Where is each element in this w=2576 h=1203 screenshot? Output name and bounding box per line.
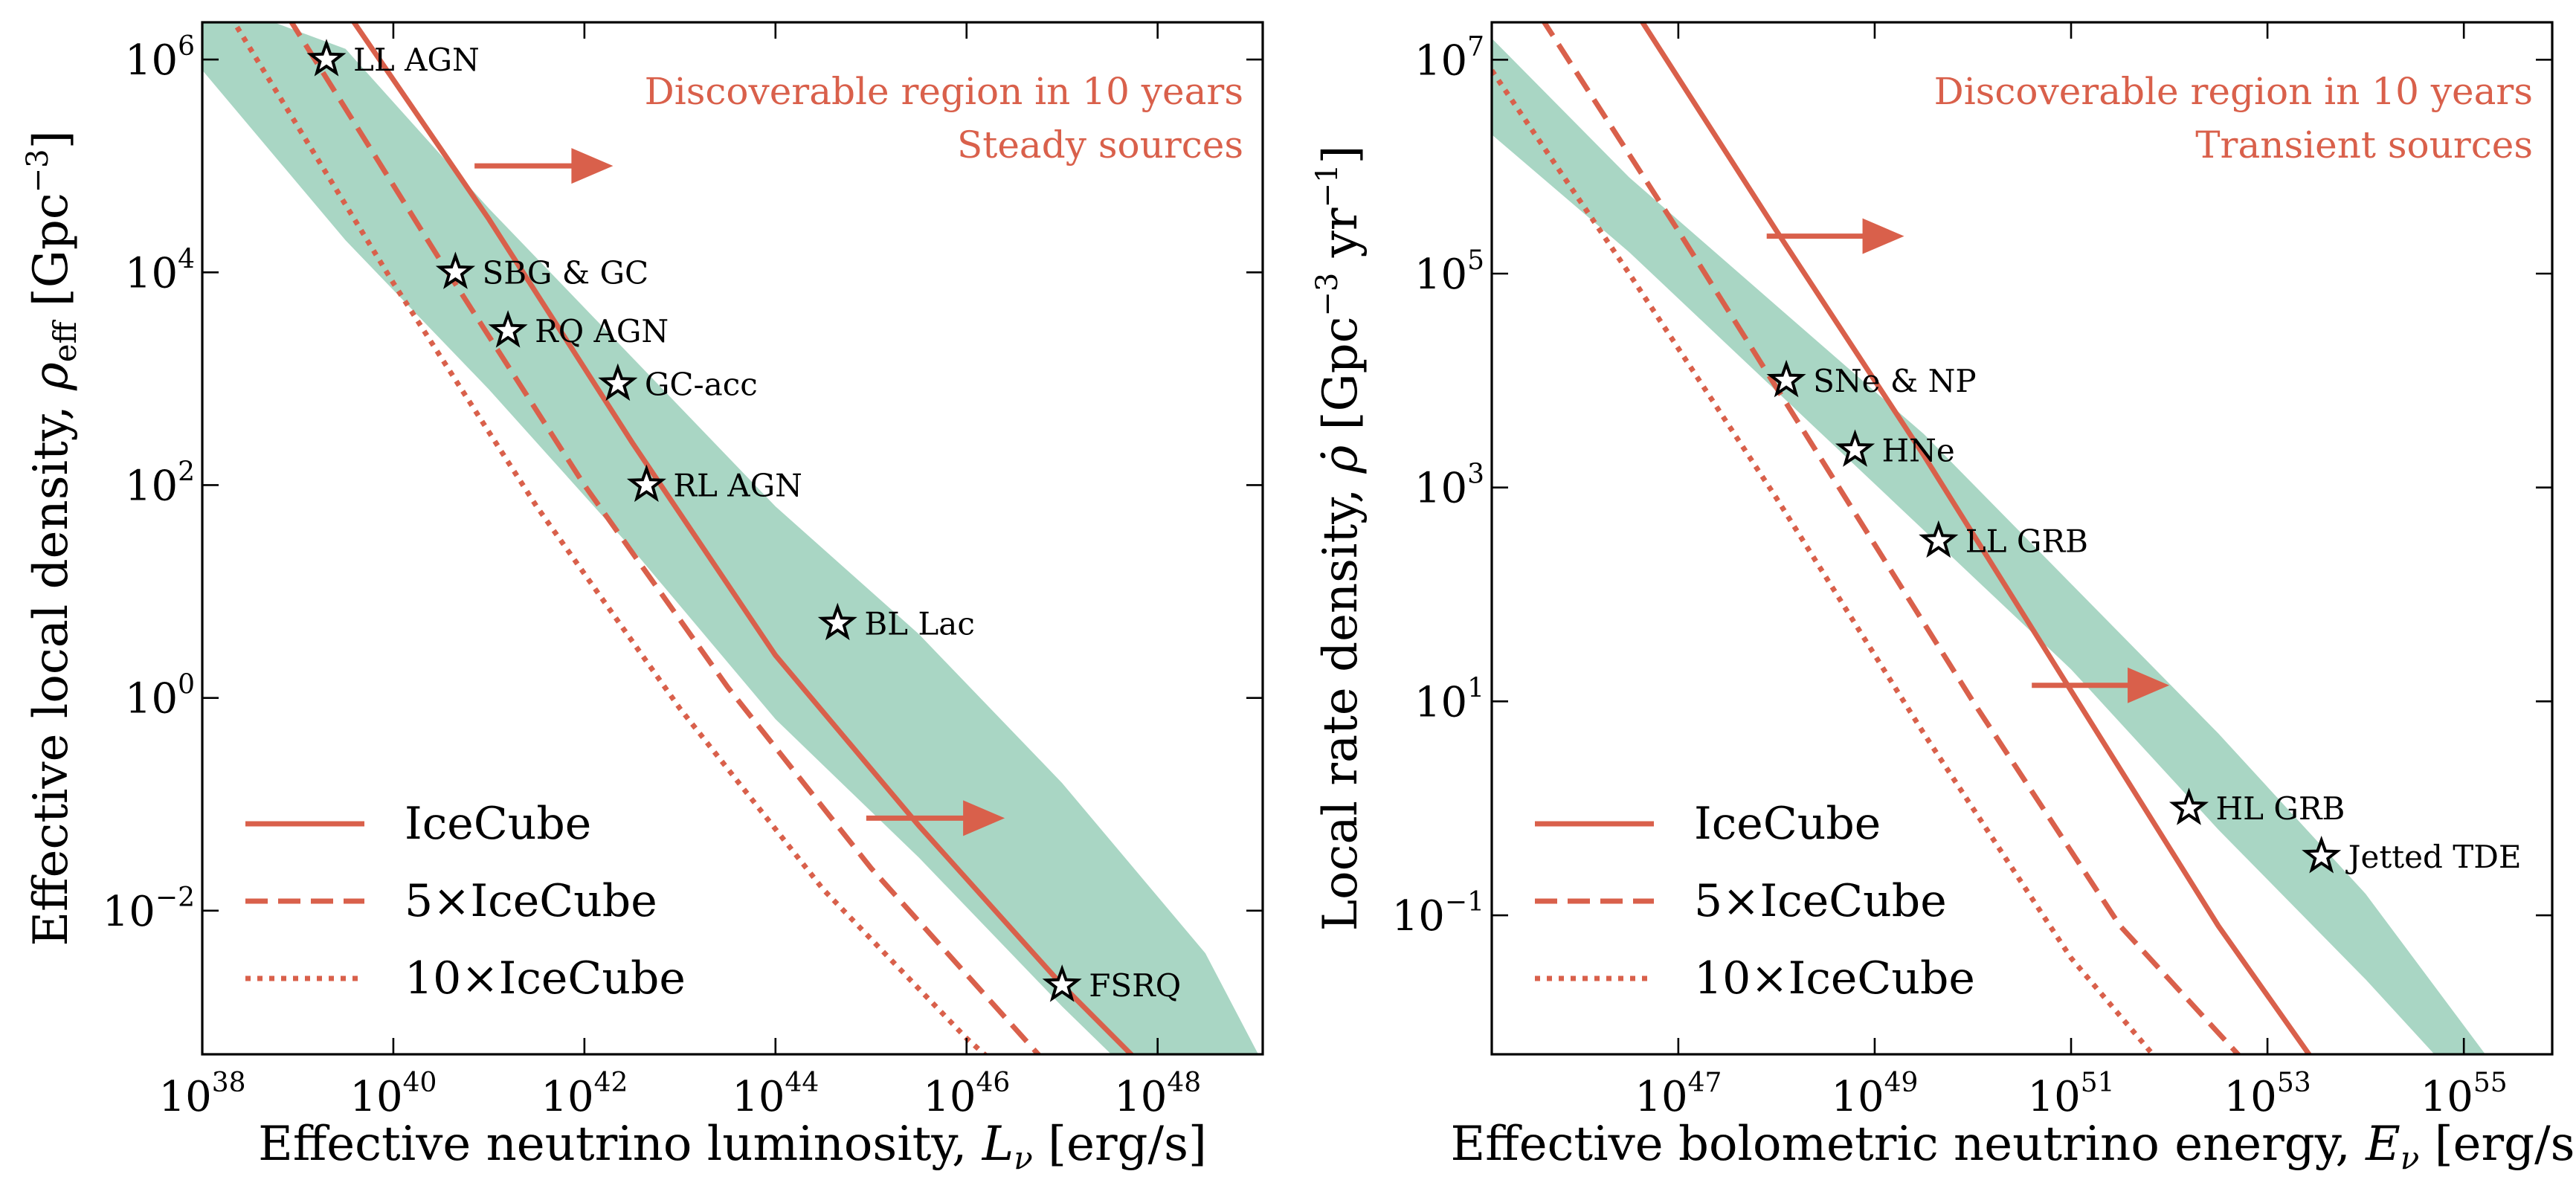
source-star — [306, 39, 347, 77]
discovery-arrow-2 — [2032, 667, 2170, 703]
series-line-10x-icecube — [1492, 68, 2157, 1054]
x-tick-label: 1047 — [1635, 1068, 1722, 1121]
y-tick-label: 106 — [125, 31, 195, 85]
source-label: HNe — [1882, 432, 1955, 468]
source-star — [817, 602, 857, 641]
legend: IceCube 5×IceCube 10×IceCube — [245, 798, 686, 1004]
annotation-text: Discoverable region in 10 years — [1934, 70, 2533, 113]
x-tick-label: 1046 — [923, 1068, 1010, 1121]
annotation-text: Transient sources — [2195, 123, 2533, 167]
x-axis-label: Effective bolometric neutrino energy, Eν… — [1451, 1117, 2576, 1176]
y-tick-label: 103 — [1414, 459, 1484, 513]
source-label: LL GRB — [1965, 523, 2088, 560]
y-tick-label: 101 — [1414, 673, 1484, 726]
source-star — [626, 464, 666, 503]
axes-frame — [201, 21, 1264, 1056]
source-star — [1766, 359, 1806, 398]
source-band — [202, 22, 1259, 1054]
legend-label: 5×IceCube — [405, 875, 657, 927]
discovery-arrow-1 — [1766, 218, 1904, 254]
source-star — [598, 363, 638, 401]
panel-left: LL AGN SBG & GC RQ AGN GC-acc RL AGN BL Lac FS… — [21, 21, 1264, 1176]
source-star — [1042, 964, 1082, 1002]
y-tick-label: 10−2 — [103, 883, 195, 936]
plot-area: LL AGN SBG & GC RQ AGN GC-acc RL AGN BL Lac FS… — [202, 22, 1259, 1054]
x-tick-label: 1055 — [2421, 1068, 2508, 1121]
x-tick-label: 1042 — [541, 1068, 628, 1121]
legend-label: 10×IceCube — [405, 952, 686, 1004]
x-tick-label: 1048 — [1114, 1068, 1201, 1121]
y-axis-label: Local rate density, ρ̇ [Gpc−3 yr−1] — [1310, 146, 1368, 932]
source-label: RQ AGN — [535, 313, 669, 349]
source-star — [1919, 520, 1959, 558]
annotation-text: Steady sources — [957, 123, 1243, 167]
y-tick-label: 107 — [1414, 31, 1484, 85]
x-tick-label: 1040 — [350, 1068, 437, 1121]
series-line-icecube — [1639, 22, 2313, 1054]
legend: IceCube 5×IceCube 10×IceCube — [1535, 798, 1975, 1004]
source-star — [435, 251, 476, 289]
x-tick-label: 1038 — [158, 1068, 245, 1121]
y-tick-label: 102 — [125, 457, 195, 510]
series-line-5x-icecube — [1541, 22, 2242, 1054]
source-star — [2168, 787, 2209, 825]
y-tick-label: 105 — [1414, 245, 1484, 299]
legend-label: IceCube — [1694, 798, 1881, 850]
x-tick-label: 1053 — [2224, 1068, 2311, 1121]
discovery-arrow-2 — [866, 800, 1005, 836]
x-tick-label: 1044 — [732, 1068, 819, 1121]
annotation-text: Discoverable region in 10 years — [645, 70, 1243, 113]
source-star — [2302, 836, 2342, 874]
y-axis-label: Effective local density, ρeff [Gpc−3] — [21, 130, 83, 946]
source-star — [488, 310, 528, 348]
axes-frame — [1490, 21, 2554, 1056]
x-tick-label: 1051 — [2027, 1068, 2114, 1121]
y-tick-label: 100 — [125, 670, 195, 723]
source-label: LL AGN — [353, 42, 480, 78]
source-star — [1835, 429, 1875, 467]
source-label: HL GRB — [2215, 790, 2345, 827]
series-line-5x-icecube — [288, 22, 1042, 1054]
legend-label: 10×IceCube — [1694, 952, 1975, 1004]
source-band — [1492, 38, 2486, 1054]
y-tick-label: 10−1 — [1392, 887, 1484, 941]
source-label: BL Lac — [864, 605, 975, 642]
legend-label: IceCube — [405, 798, 591, 850]
x-axis-label: Effective neutrino luminosity, Lν [erg/s… — [258, 1117, 1207, 1176]
source-label: Jetted TDE — [2345, 839, 2522, 875]
source-label: FSRQ — [1089, 967, 1181, 1004]
source-label: SBG & GC — [482, 254, 648, 291]
x-tick-label: 1049 — [1831, 1068, 1918, 1121]
source-label: GC-acc — [645, 367, 758, 403]
source-label: SNe & NP — [1813, 363, 1976, 399]
legend-label: 5×IceCube — [1694, 875, 1947, 927]
discovery-arrow-1 — [474, 148, 614, 184]
source-label: RL AGN — [673, 467, 802, 503]
y-tick-label: 104 — [125, 244, 195, 297]
